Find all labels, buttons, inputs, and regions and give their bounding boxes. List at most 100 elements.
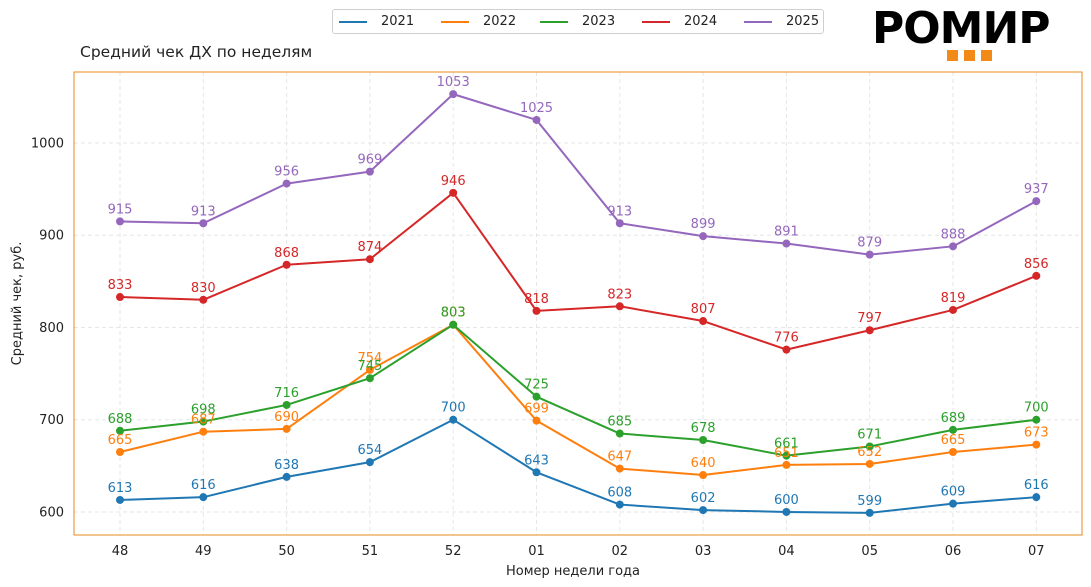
data-point-2023 [1032, 415, 1041, 424]
data-label-2022: 652 [857, 445, 882, 460]
series-line-2025 [119, 93, 1037, 256]
data-label-2025: 1025 [520, 101, 553, 116]
data-point-2021 [949, 499, 957, 508]
data-point-2025 [865, 250, 874, 259]
data-point-2022 [699, 471, 708, 480]
data-point-2025 [532, 115, 541, 124]
data-point-2023 [615, 429, 624, 438]
data-point-2025 [282, 179, 291, 188]
data-label-2022: 687 [191, 413, 216, 428]
data-point-2021 [699, 506, 708, 515]
data-point-2023 [449, 320, 458, 329]
data-point-2022 [615, 464, 624, 473]
x-tick-label: 03 [695, 544, 712, 559]
x-tick-label: 51 [362, 544, 379, 559]
data-label-2021: 613 [108, 481, 133, 496]
legend-swatch [642, 21, 670, 23]
data-label-2024: 833 [108, 278, 133, 293]
data-label-2022: 665 [108, 433, 133, 448]
legend-label: 2023 [582, 14, 616, 29]
data-label-2021: 643 [524, 453, 549, 468]
romir-logo: РОМИР [872, 4, 1068, 66]
data-label-2021: 599 [857, 494, 882, 509]
series-line-2024 [119, 191, 1037, 351]
x-tick-label: 04 [778, 544, 795, 559]
data-point-2021 [199, 493, 208, 502]
data-point-2025 [116, 217, 124, 226]
y-tick-label: 900 [39, 229, 64, 244]
data-point-2024 [615, 302, 624, 311]
data-point-2024 [1032, 271, 1041, 280]
legend-swatch [540, 21, 568, 23]
data-point-2024 [865, 326, 874, 335]
series-line-2021 [119, 418, 1037, 514]
series-line-2023 [119, 323, 1037, 457]
data-label-2024: 819 [941, 291, 966, 306]
data-label-2021: 609 [941, 485, 966, 500]
data-label-2022: 803 [441, 306, 466, 321]
data-label-2025: 937 [1024, 182, 1049, 197]
logo-wordmark: РОМИР [872, 3, 1051, 54]
data-label-2023: 685 [607, 415, 632, 430]
data-point-2024 [116, 293, 124, 302]
data-point-2024 [532, 306, 541, 315]
x-axis-label: Номер недели года [506, 564, 640, 579]
data-point-2023 [949, 425, 957, 434]
data-point-2025 [449, 90, 458, 99]
x-tick-label: 02 [612, 544, 629, 559]
data-label-2024: 807 [691, 302, 716, 317]
series-line-2022 [119, 323, 1037, 477]
data-label-2025: 899 [691, 217, 716, 232]
data-label-2021: 600 [774, 493, 799, 508]
data-label-2021: 700 [441, 401, 466, 416]
chart-legend: 2021 2022 2023 2024 2025 [332, 9, 824, 34]
data-point-2025 [699, 232, 708, 241]
legend-label: 2021 [381, 14, 415, 29]
data-point-2022 [116, 447, 124, 456]
y-tick-label: 600 [39, 505, 64, 520]
data-point-2021 [365, 458, 374, 467]
data-label-2024: 856 [1024, 257, 1049, 272]
data-label-2022: 699 [524, 402, 549, 417]
data-label-2023: 725 [524, 378, 549, 393]
data-label-2022: 651 [774, 446, 799, 461]
data-label-2025: 1053 [437, 75, 470, 90]
x-tick-label: 01 [528, 544, 545, 559]
data-label-2025: 915 [108, 202, 133, 217]
data-label-2025: 913 [607, 204, 632, 219]
data-label-2025: 956 [274, 165, 299, 180]
legend-swatch [339, 21, 367, 23]
legend-swatch [441, 21, 469, 23]
data-point-2024 [199, 295, 208, 304]
data-label-2025: 888 [941, 227, 966, 242]
data-label-2021: 608 [607, 486, 632, 501]
data-point-2025 [199, 219, 208, 228]
logo-square [947, 50, 958, 61]
data-point-2022 [282, 424, 291, 433]
data-label-2025: 891 [774, 225, 799, 240]
x-tick-label: 48 [112, 544, 129, 559]
data-point-2021 [282, 472, 291, 481]
data-point-2023 [532, 392, 541, 401]
x-tick-label: 06 [945, 544, 962, 559]
data-label-2022: 673 [1024, 426, 1049, 441]
legend-label: 2024 [684, 14, 718, 29]
data-point-2022 [199, 427, 208, 436]
data-label-2024: 823 [607, 287, 632, 302]
data-label-2021: 616 [191, 478, 216, 493]
data-point-2021 [116, 495, 124, 504]
data-point-2021 [865, 508, 874, 517]
plot-frame [73, 71, 1083, 536]
data-label-2021: 602 [691, 491, 716, 506]
data-point-2021 [782, 507, 791, 516]
data-label-2024: 830 [191, 281, 216, 296]
data-point-2021 [615, 500, 624, 509]
data-label-2024: 868 [274, 246, 299, 261]
data-label-2023: 688 [108, 412, 133, 427]
grid-lines [74, 72, 1082, 535]
logo-square [964, 50, 975, 61]
data-point-2022 [949, 447, 957, 456]
data-label-2023: 700 [1024, 401, 1049, 416]
data-point-2025 [1032, 197, 1041, 206]
